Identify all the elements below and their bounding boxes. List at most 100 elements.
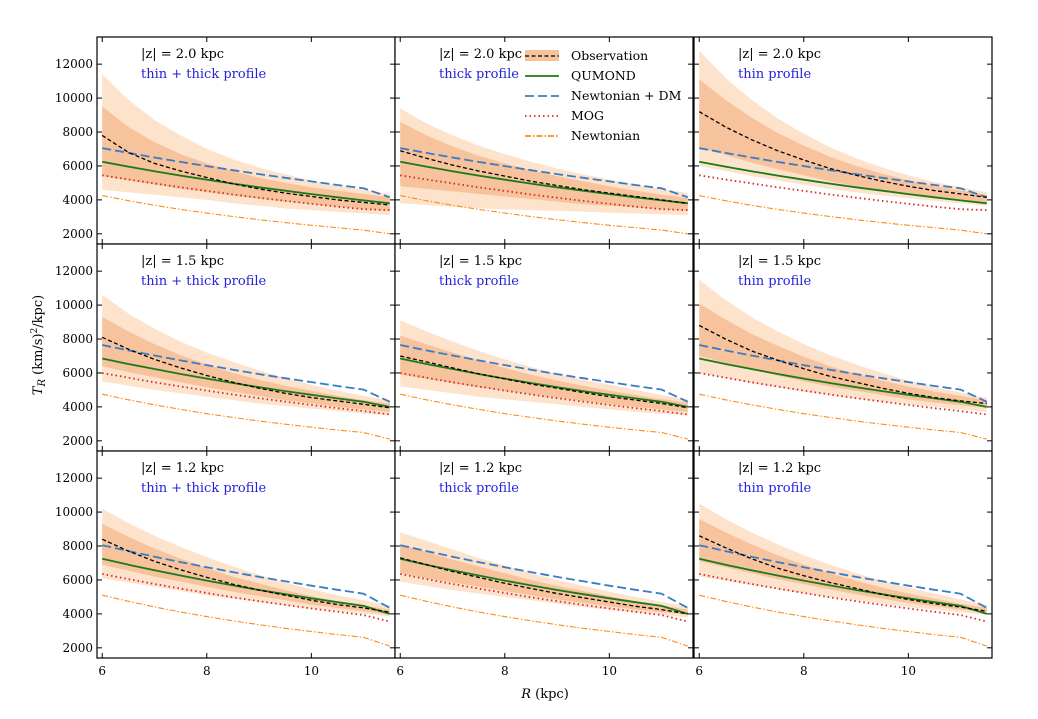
y-tick-label: 8000 [62, 125, 93, 139]
plot-area [101, 508, 391, 647]
observation-band-outer [102, 508, 390, 617]
observation-line [400, 355, 688, 409]
z-label: |z| = 1.5 kpc [439, 254, 522, 269]
observation-line [101, 336, 390, 409]
panel-2: |z| = 2.0 kpc thick profile [394, 36, 694, 245]
newtonian-dm-line [102, 147, 391, 199]
plot-area [399, 532, 689, 647]
y-tick-label: 4000 [62, 193, 93, 207]
y-tick-label: 2000 [62, 434, 93, 448]
y-tick-label: 6000 [62, 159, 93, 173]
observation-line [698, 111, 987, 198]
newtonian-dm-line [699, 344, 988, 403]
x-tick-label: 10 [602, 664, 617, 678]
plot-area [698, 503, 988, 647]
newtonian-line [699, 393, 987, 440]
qumond-line [399, 557, 689, 615]
x-tick-label: 6 [98, 664, 106, 678]
y-tick-label: 6000 [62, 366, 93, 380]
observation-line [400, 150, 688, 204]
newtonian-dm-line [400, 544, 689, 609]
x-tick-label: 8 [203, 664, 211, 678]
observation-line [698, 324, 987, 405]
profile-label: thick profile [439, 481, 519, 496]
qumond-line [699, 357, 987, 408]
newtonian-dm-line [102, 544, 391, 609]
panel-7: 2000 4000 6000 8000 10000 12000 6 8 10 |z| = 1.2 … [55, 450, 396, 678]
qumond-line [400, 160, 688, 205]
z-label: |z| = 1.2 kpc [141, 461, 224, 476]
observation-band-outer [400, 532, 688, 618]
plot-area [698, 50, 988, 235]
z-label: |z| = 1.2 kpc [439, 461, 522, 476]
y-tick-label: 2000 [62, 227, 93, 241]
y-tick-label: 4000 [62, 607, 93, 621]
plot-area [698, 279, 988, 440]
observation-band-inner [400, 121, 688, 211]
profile-label: thin + thick profile [141, 274, 267, 289]
qumond-line [400, 357, 688, 408]
panel-6: |z| = 1.5 kpc thin profile [693, 243, 993, 452]
z-label: |z| = 1.5 kpc [738, 254, 821, 269]
newtonian-dm-line [400, 147, 689, 199]
observation-band-inner [699, 303, 987, 408]
y-axis-label: TR (km/s)2/kpc) [30, 295, 48, 395]
y-tick-label: 12000 [55, 57, 93, 71]
y-tick-label: 12000 [55, 264, 93, 278]
x-tick-label: 6 [695, 664, 703, 678]
panel-5: |z| = 1.5 kpc thick profile [394, 243, 694, 452]
x-axis-label: R (kpc) [520, 687, 569, 702]
observation-band-inner [699, 518, 987, 613]
profile-label: thin + thick profile [141, 67, 267, 82]
newtonian-line [400, 393, 688, 440]
observation-band-inner [102, 106, 390, 211]
legend-label: Newtonian + DM [571, 88, 682, 103]
y-tick-label: 2000 [62, 641, 93, 655]
z-label: |z| = 2.0 kpc [439, 47, 522, 62]
z-label: |z| = 2.0 kpc [738, 47, 821, 62]
panel-9: 6 8 10 |z| = 1.2 kpc thin profile [693, 450, 993, 678]
observation-line [101, 134, 390, 206]
y-tick-label: 10000 [55, 91, 93, 105]
legend-label: Observation [571, 48, 648, 63]
profile-label: thin profile [738, 67, 811, 82]
panel-3: |z| = 2.0 kpc thin profile [693, 36, 993, 245]
legend-label: QUMOND [571, 68, 636, 83]
profile-label: thin profile [738, 481, 811, 496]
y-tick-label: 6000 [62, 573, 93, 587]
panel-1: 2000 4000 6000 8000 10000 12000 |z| = 2.0 kpc t… [55, 36, 396, 245]
newtonian-line [400, 594, 688, 647]
observation-band-inner [102, 317, 390, 412]
panel-8: 6 8 10 |z| = 1.2 kpc thick profile [394, 450, 694, 678]
panel-4: 2000 4000 6000 8000 10000 12000 |z| = 1.5 kpc t… [55, 243, 396, 452]
qumond-line [102, 160, 390, 205]
profile-label: thick profile [439, 67, 519, 82]
mog-line [102, 174, 390, 211]
newtonian-line [102, 195, 390, 235]
newtonian-line [102, 594, 390, 647]
legend-item: MOG [525, 108, 604, 123]
plot-area [400, 320, 689, 440]
profile-label: thin profile [738, 274, 811, 289]
newtonian-line [102, 393, 390, 440]
newtonian-dm-line [400, 344, 689, 403]
observation-line [698, 535, 987, 612]
z-label: |z| = 1.2 kpc [738, 461, 821, 476]
observation-band-inner [699, 79, 987, 203]
x-tick-label: 10 [304, 664, 319, 678]
y-tick-label: 8000 [62, 332, 93, 346]
plot-area [101, 294, 391, 440]
legend-item: Newtonian [525, 128, 640, 143]
qumond-line [698, 557, 988, 615]
qumond-line [699, 160, 987, 205]
legend-label: MOG [571, 108, 604, 123]
legend: Observation QUMOND Newtonian + DM MOG Newton… [525, 48, 682, 143]
plot-area [101, 74, 391, 235]
x-tick-label: 8 [501, 664, 509, 678]
y-tick-label: 8000 [62, 539, 93, 553]
newtonian-line [699, 195, 987, 235]
profile-label: thin + thick profile [141, 481, 267, 496]
legend-item: Observation [525, 48, 648, 63]
z-label: |z| = 1.5 kpc [141, 254, 224, 269]
